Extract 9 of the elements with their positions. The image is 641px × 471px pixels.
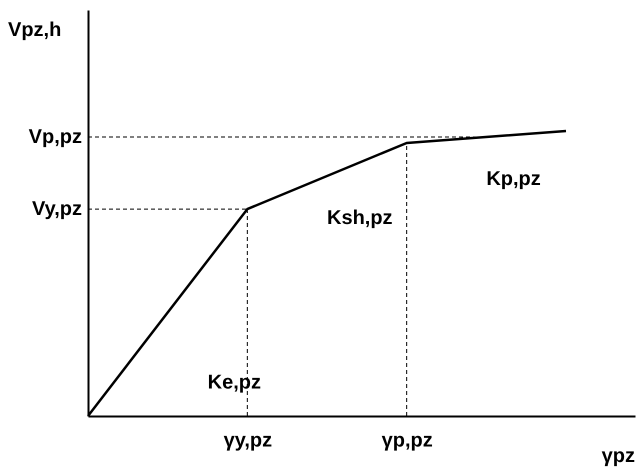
y-axis-title: Vpz,h (8, 19, 62, 41)
ref-line-label: Vy,pz (32, 198, 82, 220)
annotation: Ke,pz (208, 372, 262, 394)
annotation: Kp,pz (486, 168, 541, 190)
x-tick-label: γp,pz (382, 430, 433, 452)
x-axis-title: γpz (602, 445, 635, 467)
ref-line-label: Vp,pz (28, 126, 82, 148)
annotation: Ksh,pz (327, 207, 393, 230)
x-tick-label: γy,pz (224, 430, 272, 452)
